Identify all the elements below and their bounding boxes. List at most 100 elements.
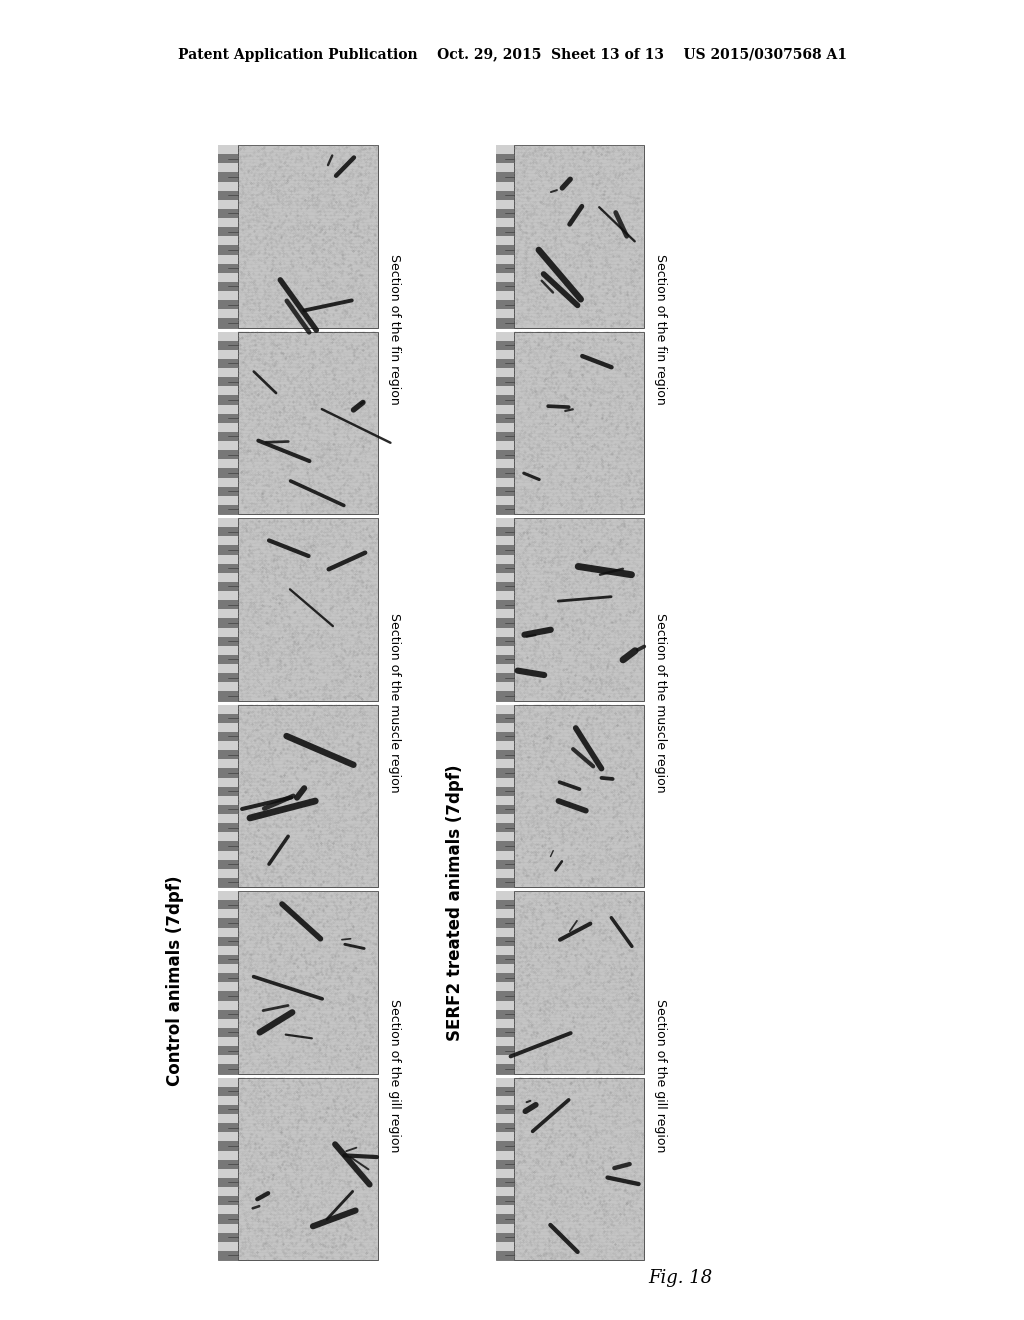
Text: Control animals (7dpf): Control animals (7dpf) — [166, 876, 184, 1086]
Bar — [218, 359, 238, 368]
Bar — [218, 387, 238, 396]
Bar — [514, 1077, 644, 1261]
Bar — [218, 1086, 238, 1096]
Bar — [218, 796, 238, 805]
Bar — [496, 750, 514, 759]
Bar — [218, 1105, 238, 1114]
Bar — [218, 582, 238, 591]
Bar — [496, 1151, 514, 1160]
Bar — [496, 705, 514, 714]
Bar — [496, 1177, 514, 1187]
Bar — [218, 1168, 238, 1177]
Bar — [218, 282, 238, 290]
Bar — [218, 1001, 238, 1010]
Bar — [496, 891, 514, 1073]
Bar — [218, 1114, 238, 1123]
Bar — [496, 450, 514, 459]
Bar — [218, 290, 238, 300]
Bar — [218, 1055, 238, 1064]
Bar — [218, 273, 238, 282]
Bar — [496, 1123, 514, 1133]
Bar — [218, 422, 238, 432]
Bar — [496, 154, 514, 164]
Bar — [218, 954, 238, 964]
Bar — [496, 478, 514, 487]
Bar — [218, 964, 238, 973]
Bar — [496, 236, 514, 246]
Bar — [496, 937, 514, 945]
Bar — [218, 255, 238, 264]
Bar — [496, 1019, 514, 1028]
Bar — [218, 264, 238, 273]
Bar — [218, 1096, 238, 1105]
Bar — [218, 236, 238, 246]
Bar — [218, 673, 238, 682]
Bar — [218, 331, 238, 341]
Bar — [514, 145, 644, 327]
Text: SERF2 treated animals (7dpf): SERF2 treated animals (7dpf) — [446, 766, 464, 1041]
Bar — [218, 723, 238, 731]
Bar — [496, 954, 514, 964]
Bar — [496, 190, 514, 199]
Bar — [218, 246, 238, 255]
Bar — [218, 404, 238, 413]
Bar — [496, 309, 514, 318]
Bar — [514, 331, 644, 513]
Bar — [218, 682, 238, 692]
Bar — [496, 682, 514, 692]
Bar — [218, 759, 238, 768]
Bar — [496, 404, 514, 413]
Bar — [218, 991, 238, 1001]
Bar — [218, 1177, 238, 1187]
Bar — [218, 850, 238, 859]
Bar — [496, 824, 514, 832]
Bar — [218, 945, 238, 954]
Bar — [218, 309, 238, 318]
Bar — [496, 1086, 514, 1096]
Bar — [496, 341, 514, 350]
Bar — [496, 878, 514, 887]
Bar — [218, 341, 238, 350]
Text: Section of the muscle region: Section of the muscle region — [654, 612, 667, 792]
Bar — [496, 796, 514, 805]
Bar — [218, 413, 238, 422]
Bar — [496, 459, 514, 469]
Bar — [218, 805, 238, 814]
Bar — [218, 218, 238, 227]
Bar — [496, 1064, 514, 1073]
Bar — [218, 1151, 238, 1160]
Bar — [218, 227, 238, 236]
Bar — [218, 627, 238, 636]
Bar — [238, 1077, 378, 1261]
Bar — [218, 181, 238, 190]
Bar — [218, 832, 238, 841]
Bar — [218, 173, 238, 181]
Bar — [218, 1019, 238, 1028]
Bar — [496, 1077, 514, 1261]
Bar — [218, 1028, 238, 1038]
Text: Section of the muscle region: Section of the muscle region — [388, 612, 401, 792]
Bar — [496, 264, 514, 273]
Bar — [496, 255, 514, 264]
Bar — [496, 859, 514, 869]
Bar — [496, 145, 514, 154]
Bar — [218, 859, 238, 869]
Bar — [496, 496, 514, 504]
Bar — [218, 768, 238, 777]
Bar — [218, 928, 238, 937]
Bar — [218, 432, 238, 441]
Bar — [218, 1010, 238, 1019]
Bar — [218, 145, 238, 327]
Bar — [496, 554, 514, 564]
Bar — [496, 331, 514, 513]
Bar — [218, 1047, 238, 1055]
Bar — [496, 909, 514, 919]
Bar — [496, 832, 514, 841]
Bar — [218, 1133, 238, 1142]
Bar — [218, 1242, 238, 1251]
Bar — [218, 1251, 238, 1261]
Bar — [496, 1251, 514, 1261]
Bar — [496, 1133, 514, 1142]
Bar — [496, 1233, 514, 1242]
Bar — [496, 627, 514, 636]
